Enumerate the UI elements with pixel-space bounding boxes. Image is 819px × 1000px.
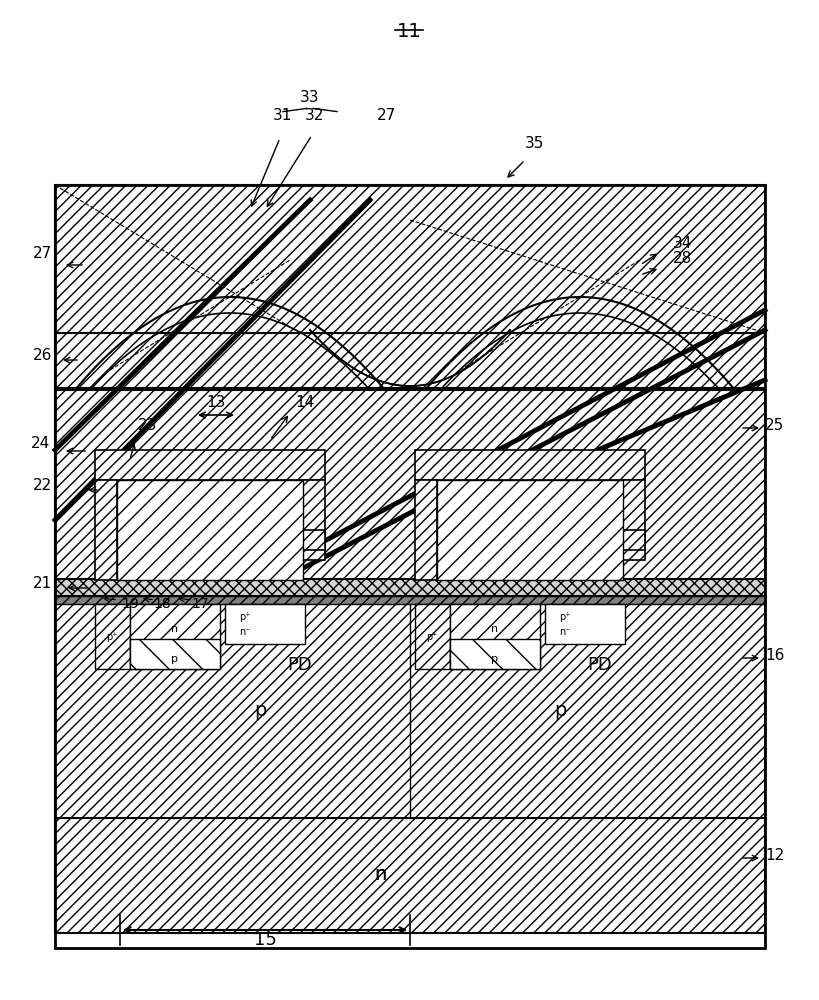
Text: n⁻: n⁻ bbox=[239, 627, 251, 637]
Text: 27: 27 bbox=[378, 108, 396, 123]
Bar bbox=[117, 480, 303, 580]
Bar bbox=[545, 604, 625, 644]
Bar bbox=[303, 480, 325, 560]
Bar bbox=[623, 530, 645, 550]
Text: p⁺: p⁺ bbox=[106, 632, 118, 642]
Text: 27: 27 bbox=[33, 246, 52, 261]
Text: p⁺: p⁺ bbox=[239, 612, 251, 622]
Text: p⁺: p⁺ bbox=[559, 612, 571, 622]
Bar bbox=[623, 480, 645, 560]
Text: 17: 17 bbox=[191, 597, 209, 611]
Text: 28: 28 bbox=[673, 251, 692, 266]
Bar bbox=[450, 604, 540, 669]
Text: 18: 18 bbox=[153, 597, 171, 611]
Bar bbox=[450, 639, 540, 669]
Bar bbox=[55, 390, 765, 600]
Text: n: n bbox=[491, 624, 499, 634]
Bar bbox=[130, 639, 220, 669]
Text: 35: 35 bbox=[525, 136, 545, 151]
Text: n: n bbox=[374, 865, 386, 884]
Bar bbox=[95, 450, 325, 480]
Text: p: p bbox=[171, 654, 179, 664]
Bar bbox=[55, 596, 765, 604]
Bar bbox=[95, 604, 130, 669]
Text: 19: 19 bbox=[121, 597, 139, 611]
Text: 31: 31 bbox=[272, 108, 292, 123]
Text: 25: 25 bbox=[765, 418, 785, 433]
Text: 24: 24 bbox=[31, 436, 50, 451]
Text: PD: PD bbox=[587, 656, 613, 674]
Bar bbox=[415, 450, 645, 480]
Text: p: p bbox=[554, 700, 566, 720]
Bar bbox=[55, 333, 765, 388]
Bar bbox=[95, 480, 117, 580]
Text: PD: PD bbox=[287, 656, 312, 674]
Text: 13: 13 bbox=[206, 395, 226, 410]
Bar bbox=[415, 480, 437, 580]
Text: p: p bbox=[491, 654, 499, 664]
Text: 21: 21 bbox=[33, 576, 52, 591]
Text: 15: 15 bbox=[254, 931, 277, 949]
Text: p: p bbox=[254, 700, 266, 720]
Bar bbox=[55, 579, 765, 596]
Text: 16: 16 bbox=[765, 648, 785, 663]
Bar bbox=[437, 480, 623, 580]
Text: 14: 14 bbox=[296, 395, 314, 410]
Bar bbox=[225, 604, 305, 644]
Text: p⁺: p⁺ bbox=[426, 632, 437, 642]
Text: 32: 32 bbox=[305, 108, 324, 123]
Text: n⁻: n⁻ bbox=[559, 627, 571, 637]
Bar bbox=[130, 604, 220, 669]
Bar bbox=[55, 185, 765, 333]
Text: 33: 33 bbox=[301, 90, 319, 105]
Bar bbox=[55, 818, 765, 933]
Bar bbox=[55, 185, 765, 948]
Text: 34: 34 bbox=[673, 236, 692, 251]
Text: 23: 23 bbox=[138, 418, 158, 433]
Text: n: n bbox=[374, 865, 386, 884]
Text: 26: 26 bbox=[33, 348, 52, 363]
Bar bbox=[55, 600, 765, 818]
Bar bbox=[415, 604, 450, 669]
Text: 22: 22 bbox=[33, 478, 52, 493]
Bar bbox=[303, 530, 325, 550]
Text: 11: 11 bbox=[396, 22, 421, 41]
Text: n: n bbox=[171, 624, 179, 634]
Text: 12: 12 bbox=[765, 848, 785, 863]
